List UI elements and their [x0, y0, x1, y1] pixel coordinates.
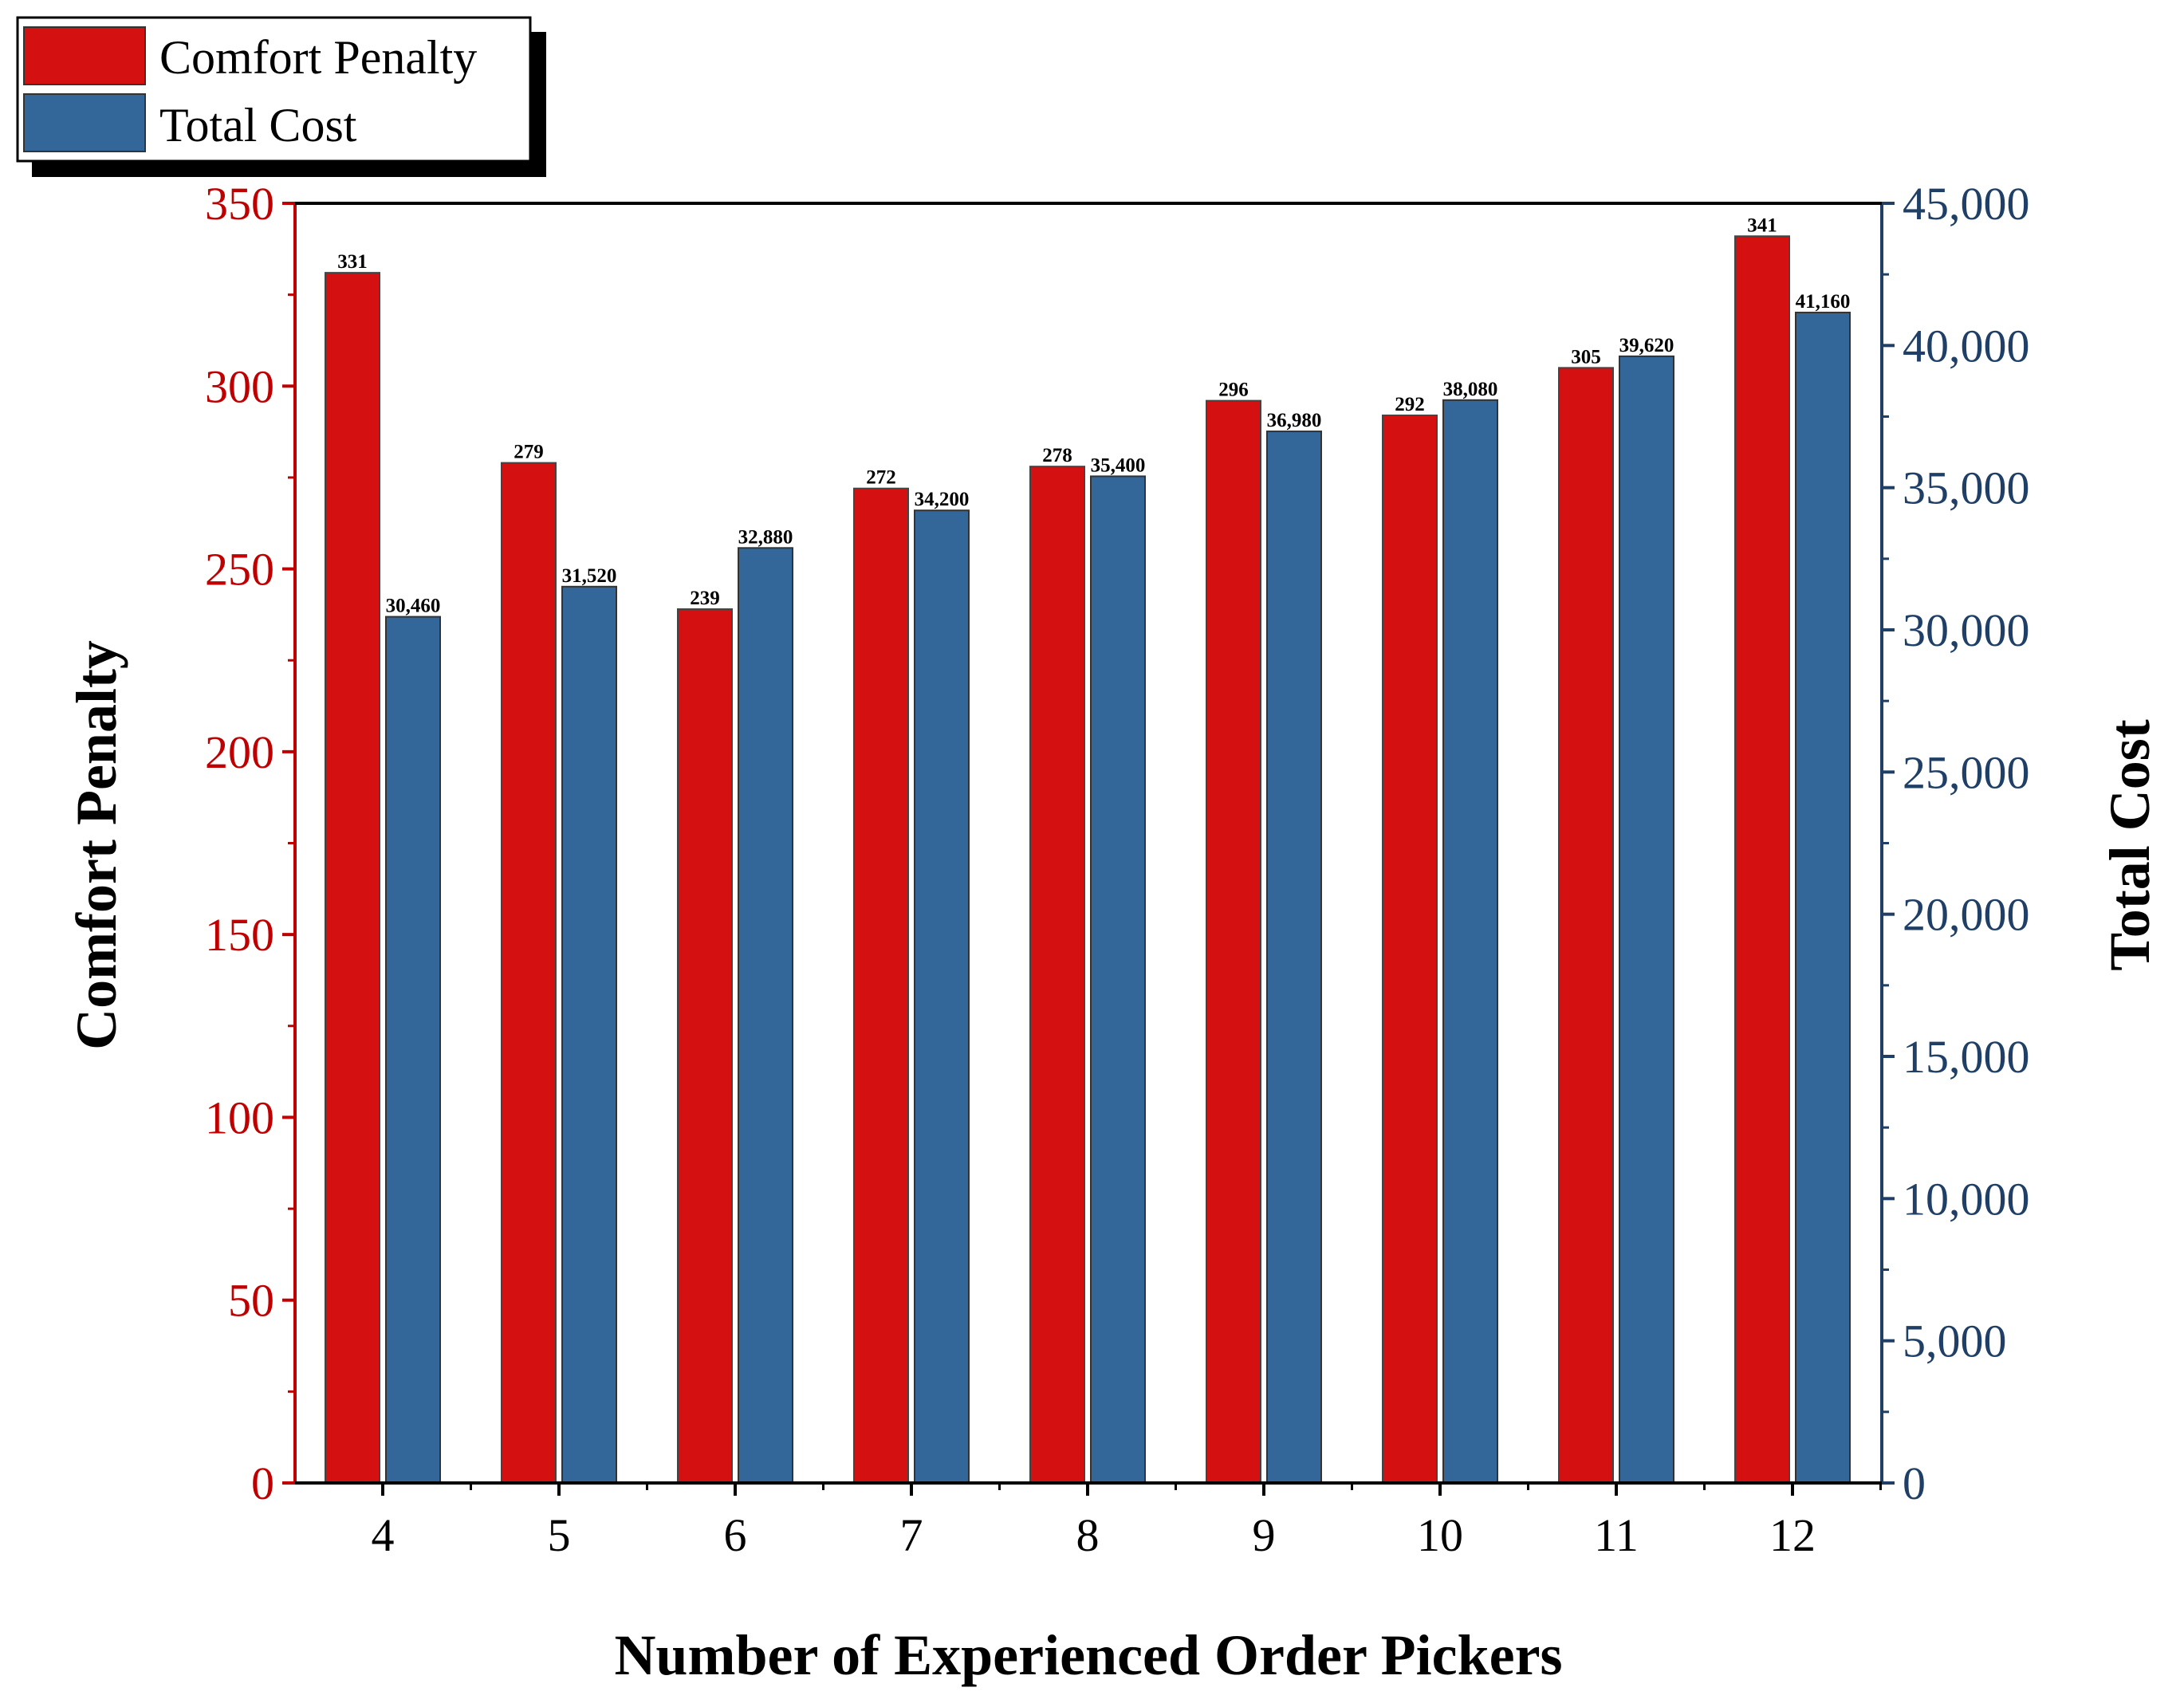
- data-label-total-cost: 36,980: [1267, 410, 1322, 431]
- legend-swatch-comfort-penalty: [23, 26, 146, 85]
- x-axis-title: Number of Experienced Order Pickers: [614, 1623, 1562, 1687]
- data-label-total-cost: 41,160: [1796, 291, 1851, 313]
- bar-total-cost: [1619, 355, 1674, 1484]
- y-left-tick-label: 350: [205, 178, 274, 230]
- data-label-comfort-penalty: 272: [866, 467, 896, 489]
- x-ticks: 4 5 6 7 8 9 10 11 12: [372, 1483, 1882, 1561]
- y-left-tick-label: 250: [205, 544, 274, 596]
- y-right-tick-label: 45,000: [1903, 178, 2030, 230]
- data-label-total-cost: 35,400: [1091, 454, 1146, 476]
- bar-comfort-penalty: [1382, 414, 1438, 1484]
- y-right-tick-label: 30,000: [1903, 604, 2030, 656]
- x-tick-label: 11: [1594, 1509, 1639, 1561]
- y-right-tick-label: 10,000: [1903, 1173, 2030, 1225]
- y-left-axis-title: Comfort Penalty: [65, 640, 128, 1050]
- bar-total-cost: [1266, 431, 1322, 1485]
- data-label-total-cost: 31,520: [562, 565, 617, 587]
- bar-total-cost: [1442, 399, 1498, 1484]
- y-right-tick-label: 40,000: [1903, 320, 2030, 372]
- y-right-tick-label: 20,000: [1903, 889, 2030, 941]
- legend-label-total-cost: Total Cost: [159, 99, 357, 151]
- bar-total-cost: [1090, 475, 1146, 1484]
- data-label-total-cost: 30,460: [386, 596, 441, 617]
- data-label-comfort-penalty: 341: [1747, 214, 1777, 236]
- x-tick-label: 7: [900, 1509, 923, 1561]
- y-right-tick-label: 0: [1903, 1457, 1926, 1509]
- y-left-tick-label: 150: [205, 909, 274, 961]
- bar-comfort-penalty: [325, 272, 380, 1485]
- x-tick-label: 4: [372, 1509, 395, 1561]
- bar-comfort-penalty: [677, 608, 733, 1484]
- bar-total-cost: [738, 547, 793, 1484]
- data-label-comfort-penalty: 292: [1395, 394, 1425, 415]
- bar-labels: 331 30,460 279 31,520 239 32,880 272 34,200 278 3…: [337, 214, 1850, 616]
- x-tick-label: 9: [1253, 1509, 1276, 1561]
- y-left-ticks: 0 50 100 150 200 250 300 350: [205, 178, 295, 1509]
- y-right-ticks: 0 5,000 10,000 15,000 20,000 25,000 30,000 35,0…: [1882, 178, 2030, 1509]
- legend: Comfort Penalty Total Cost: [16, 16, 546, 177]
- bar-comfort-penalty: [853, 487, 909, 1485]
- data-label-total-cost: 39,620: [1619, 335, 1674, 356]
- bar-total-cost: [385, 616, 441, 1484]
- bar-comfort-penalty: [1558, 367, 1614, 1484]
- y-right-tick-label: 15,000: [1903, 1031, 2030, 1083]
- x-tick-label: 12: [1769, 1509, 1816, 1561]
- data-label-comfort-penalty: 278: [1042, 445, 1072, 466]
- y-left-tick-label: 200: [205, 726, 274, 778]
- y-left-tick-label: 0: [251, 1457, 274, 1509]
- data-label-comfort-penalty: 239: [690, 588, 720, 609]
- legend-swatch-total-cost: [23, 93, 146, 152]
- y-right-tick-label: 5,000: [1903, 1316, 2007, 1367]
- data-label-comfort-penalty: 331: [337, 251, 368, 273]
- x-tick-label: 10: [1417, 1509, 1463, 1561]
- y-right-tick-label: 25,000: [1903, 746, 2030, 798]
- y-left-tick-label: 300: [205, 360, 274, 412]
- data-label-comfort-penalty: 305: [1571, 346, 1601, 368]
- x-tick-label: 5: [548, 1509, 571, 1561]
- bar-total-cost: [561, 585, 617, 1485]
- data-label-total-cost: 34,200: [915, 489, 970, 510]
- y-left-tick-label: 50: [228, 1275, 274, 1327]
- data-label-total-cost: 32,880: [738, 526, 793, 548]
- y-left-tick-label: 100: [205, 1091, 274, 1143]
- y-right-axis-title: Total Cost: [2098, 719, 2162, 970]
- bar-comfort-penalty: [1029, 466, 1085, 1485]
- bar-comfort-penalty: [501, 462, 557, 1484]
- data-label-total-cost: 38,080: [1443, 379, 1498, 400]
- bar-comfort-penalty: [1206, 399, 1261, 1485]
- x-tick-label: 6: [724, 1509, 747, 1561]
- x-tick-label: 8: [1076, 1509, 1100, 1561]
- bar-total-cost: [914, 509, 970, 1485]
- bars: [325, 235, 1851, 1485]
- data-label-comfort-penalty: 296: [1218, 380, 1249, 401]
- bar-comfort-penalty: [1734, 235, 1790, 1484]
- bar-total-cost: [1795, 311, 1851, 1485]
- data-label-comfort-penalty: 279: [514, 442, 544, 463]
- y-right-tick-label: 35,000: [1903, 462, 2030, 514]
- legend-label-comfort-penalty: Comfort Penalty: [159, 31, 477, 84]
